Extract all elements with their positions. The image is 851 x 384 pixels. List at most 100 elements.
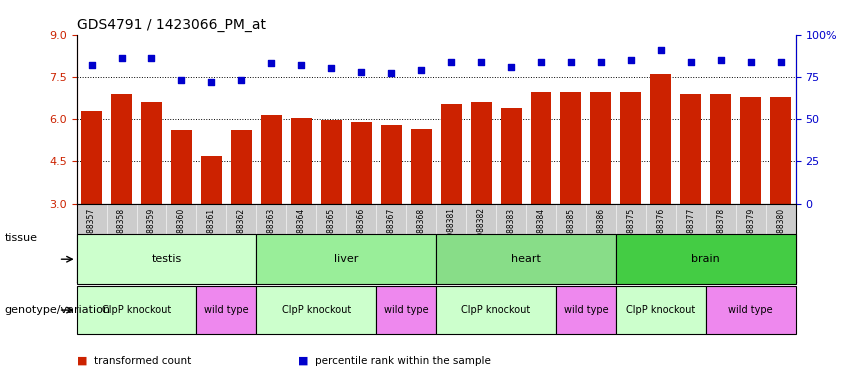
Text: GSM988357: GSM988357 (87, 207, 96, 254)
Bar (620, 92, 642, 204)
Bar (556, 286, 616, 334)
Bar (351, 122, 372, 204)
Text: GSM988384: GSM988384 (536, 207, 545, 253)
Point (385, 70, 398, 76)
Text: genotype/variation: genotype/variation (4, 305, 111, 315)
Bar (376, 286, 436, 334)
Point (744, 58, 757, 65)
Bar (591, 92, 611, 204)
Bar (436, 234, 616, 284)
Bar (680, 94, 701, 204)
Text: ■: ■ (77, 356, 87, 366)
Point (204, 79, 218, 85)
Point (115, 55, 129, 61)
Bar (500, 108, 522, 204)
Point (474, 58, 488, 65)
Bar (650, 74, 671, 204)
Text: heart: heart (511, 254, 541, 264)
Point (145, 55, 158, 61)
Bar (141, 102, 162, 204)
Text: transformed count: transformed count (94, 356, 191, 366)
Text: brain: brain (691, 254, 720, 264)
Bar (436, 286, 556, 334)
Text: GSM988368: GSM988368 (417, 207, 426, 253)
Bar (441, 104, 461, 204)
Text: wild type: wild type (384, 305, 429, 315)
Point (594, 58, 608, 65)
Point (534, 58, 548, 65)
Text: GSM988377: GSM988377 (686, 207, 695, 254)
Bar (380, 125, 402, 204)
Text: GSM988381: GSM988381 (447, 207, 455, 253)
Text: wild type: wild type (563, 305, 608, 315)
Bar (171, 130, 192, 204)
Bar (261, 115, 282, 204)
Bar (77, 234, 256, 284)
Text: ClpP knockout: ClpP knockout (626, 305, 695, 315)
Point (414, 67, 428, 73)
Text: wild type: wild type (728, 305, 773, 315)
Text: ClpP knockout: ClpP knockout (102, 305, 171, 315)
Text: ■: ■ (298, 356, 308, 366)
Text: GSM988361: GSM988361 (207, 207, 216, 253)
Point (505, 64, 518, 70)
Text: wild type: wild type (204, 305, 248, 315)
Text: GSM988376: GSM988376 (656, 207, 665, 254)
Point (174, 77, 188, 83)
Text: GSM988362: GSM988362 (237, 207, 246, 253)
Point (265, 60, 278, 66)
Text: GSM988382: GSM988382 (477, 207, 486, 253)
Text: ClpP knockout: ClpP knockout (282, 305, 351, 315)
Point (624, 57, 637, 63)
Point (324, 65, 338, 71)
Bar (197, 286, 256, 334)
Point (444, 58, 458, 65)
Bar (201, 156, 222, 204)
Bar (770, 96, 791, 204)
Text: GSM988379: GSM988379 (746, 207, 755, 254)
Text: GSM988358: GSM988358 (117, 207, 126, 253)
Point (654, 47, 668, 53)
Text: GSM988359: GSM988359 (147, 207, 156, 254)
Text: tissue: tissue (4, 233, 37, 243)
Text: testis: testis (151, 254, 181, 264)
Text: GSM988380: GSM988380 (776, 207, 785, 253)
Bar (291, 118, 311, 204)
Point (294, 62, 308, 68)
Bar (231, 130, 252, 204)
Bar (616, 286, 705, 334)
Point (684, 58, 698, 65)
Bar (616, 234, 796, 284)
Bar (256, 234, 436, 284)
Bar (321, 121, 342, 204)
Bar (111, 94, 132, 204)
Bar (711, 94, 731, 204)
Point (85, 62, 99, 68)
Text: percentile rank within the sample: percentile rank within the sample (315, 356, 491, 366)
Bar (81, 111, 102, 204)
Text: GSM988360: GSM988360 (177, 207, 186, 254)
Text: GSM988386: GSM988386 (597, 207, 605, 253)
Point (564, 58, 578, 65)
Text: GSM988363: GSM988363 (267, 207, 276, 254)
Bar (471, 102, 492, 204)
Bar (256, 286, 376, 334)
Point (354, 69, 368, 75)
Text: GSM988385: GSM988385 (567, 207, 575, 253)
Text: GSM988375: GSM988375 (626, 207, 636, 254)
Bar (411, 129, 431, 204)
Bar (561, 92, 581, 204)
Bar (77, 286, 197, 334)
Text: ClpP knockout: ClpP knockout (461, 305, 531, 315)
Text: GSM988367: GSM988367 (386, 207, 396, 254)
Text: GSM988378: GSM988378 (717, 207, 725, 253)
Point (235, 77, 248, 83)
Text: GSM988366: GSM988366 (357, 207, 366, 254)
Text: GSM988365: GSM988365 (327, 207, 336, 254)
Point (714, 57, 728, 63)
Bar (705, 286, 796, 334)
Text: liver: liver (334, 254, 358, 264)
Text: GDS4791 / 1423066_PM_at: GDS4791 / 1423066_PM_at (77, 18, 266, 32)
Point (774, 58, 787, 65)
Bar (740, 96, 762, 204)
